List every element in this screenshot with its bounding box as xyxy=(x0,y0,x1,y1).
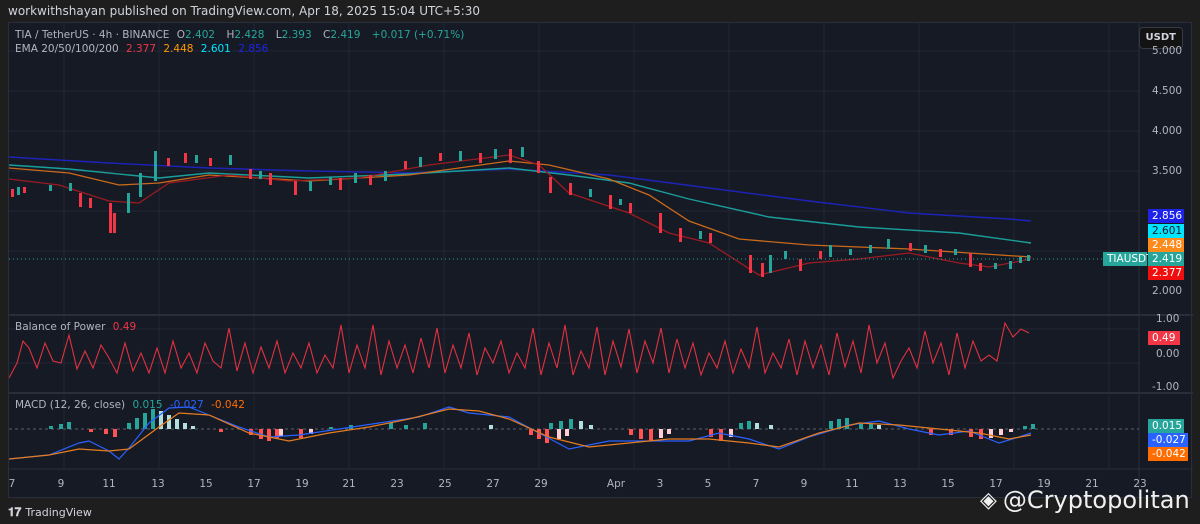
symbol-title: TIA / TetherUS · 4h · BINANCE xyxy=(15,29,170,41)
time-label: 3 xyxy=(656,478,664,490)
last-price-tag: 2.419 xyxy=(1148,252,1184,266)
bop-tag: 0.49 xyxy=(1148,331,1180,345)
time-label: Apr xyxy=(606,478,626,490)
ema50-value: 2.448 xyxy=(163,43,194,55)
ema200-tag: 2.856 xyxy=(1148,209,1184,223)
binance-diamond-icon: ◈ xyxy=(980,487,997,513)
macd-title: MACD (12, 26, close) xyxy=(15,399,126,411)
macd-line xyxy=(9,406,1032,460)
bop-tick: 0.00 xyxy=(1156,348,1180,360)
ema200-line xyxy=(9,156,1032,222)
watermark: ◈ @Cryptopolitan xyxy=(980,486,1190,514)
time-label: 17 xyxy=(247,478,261,490)
low-value: 2.393 xyxy=(281,29,312,41)
close-label: C xyxy=(323,29,331,41)
ema-legend[interactable]: EMA 20/50/100/200 2.377 2.448 2.601 2.85… xyxy=(15,43,272,55)
bop-tick: -1.00 xyxy=(1152,381,1180,393)
macd-tag: -0.027 xyxy=(1148,433,1188,447)
bop-line xyxy=(9,321,1030,380)
tradingview-logo-icon: 𝟏𝟕 xyxy=(8,505,22,519)
chart-canvas[interactable] xyxy=(9,23,1193,499)
time-label: 27 xyxy=(486,478,500,490)
bop-legend[interactable]: Balance of Power 0.49 xyxy=(15,321,140,333)
time-label: 19 xyxy=(1037,478,1051,490)
ema50-line xyxy=(9,160,1032,258)
close-value: 2.419 xyxy=(330,29,361,41)
ema200-value: 2.856 xyxy=(238,43,269,55)
time-label: 15 xyxy=(199,478,213,490)
ema20-value: 2.377 xyxy=(125,43,157,55)
time-label: 21 xyxy=(342,478,356,490)
symbol-legend[interactable]: TIA / TetherUS · 4h · BINANCE O2.402 H2.… xyxy=(15,29,468,41)
time-label: 23 xyxy=(1133,478,1147,490)
open-label: O xyxy=(176,29,186,41)
time-label: 19 xyxy=(295,478,309,490)
tradingview-logo[interactable]: 𝟏𝟕 TradingView xyxy=(8,505,92,520)
price-tick: 2.000 xyxy=(1152,285,1183,297)
time-label: 7 xyxy=(752,478,760,490)
ema20-tag: 2.377 xyxy=(1148,266,1184,280)
change-value: +0.017 (+0.71%) xyxy=(371,29,465,41)
macd-signal-value: -0.042 xyxy=(211,399,245,411)
time-label: 21 xyxy=(1085,478,1099,490)
time-label: 13 xyxy=(151,478,165,490)
bop-value: 0.49 xyxy=(112,321,137,333)
time-label: 23 xyxy=(390,478,404,490)
time-label: 11 xyxy=(102,478,116,490)
high-value: 2.428 xyxy=(234,29,265,41)
chart-frame[interactable]: TIA / TetherUS · 4h · BINANCE O2.402 H2.… xyxy=(8,22,1193,499)
currency-button[interactable]: USDT xyxy=(1138,27,1183,49)
price-tick: 5.000 xyxy=(1152,45,1183,57)
low-label: L xyxy=(275,29,282,41)
ema100-line xyxy=(9,164,1032,244)
time-label: 5 xyxy=(704,478,712,490)
macd-value: -0.027 xyxy=(169,399,204,411)
time-label: 11 xyxy=(845,478,859,490)
ema-label: EMA 20/50/100/200 xyxy=(15,43,119,55)
time-label: 13 xyxy=(893,478,907,490)
tradingview-brand: TradingView xyxy=(25,506,92,519)
signal-tag: -0.042 xyxy=(1148,447,1188,461)
time-label: 25 xyxy=(438,478,452,490)
symbol-tag: TIAUSDT xyxy=(1103,252,1153,266)
bop-tick: 1.00 xyxy=(1156,313,1180,325)
watermark-text: @Cryptopolitan xyxy=(1002,486,1190,514)
price-tick: 3.500 xyxy=(1152,165,1183,177)
candles xyxy=(11,147,1030,277)
time-label: 7 xyxy=(8,478,16,490)
macd-hist-value: 0.015 xyxy=(132,399,163,411)
time-label: 9 xyxy=(800,478,808,490)
open-value: 2.402 xyxy=(185,29,216,41)
bop-title: Balance of Power xyxy=(15,321,106,333)
ema20-line xyxy=(9,154,1032,276)
macd-legend[interactable]: MACD (12, 26, close) 0.015 -0.027 -0.042 xyxy=(15,399,249,411)
high-label: H xyxy=(226,29,235,41)
time-label: 17 xyxy=(989,478,1003,490)
ema50-tag: 2.448 xyxy=(1148,238,1184,252)
price-tick: 4.000 xyxy=(1152,125,1183,137)
time-label: 15 xyxy=(941,478,955,490)
time-label: 9 xyxy=(57,478,65,490)
ema100-value: 2.601 xyxy=(200,43,231,55)
ema100-tag: 2.601 xyxy=(1148,224,1184,238)
time-label: 29 xyxy=(534,478,548,490)
signal-line xyxy=(9,408,1032,460)
price-tick: 4.500 xyxy=(1152,85,1183,97)
macd-hist-tag: 0.015 xyxy=(1148,419,1184,433)
publisher-line: workwithshayan published on TradingView.… xyxy=(8,4,481,18)
